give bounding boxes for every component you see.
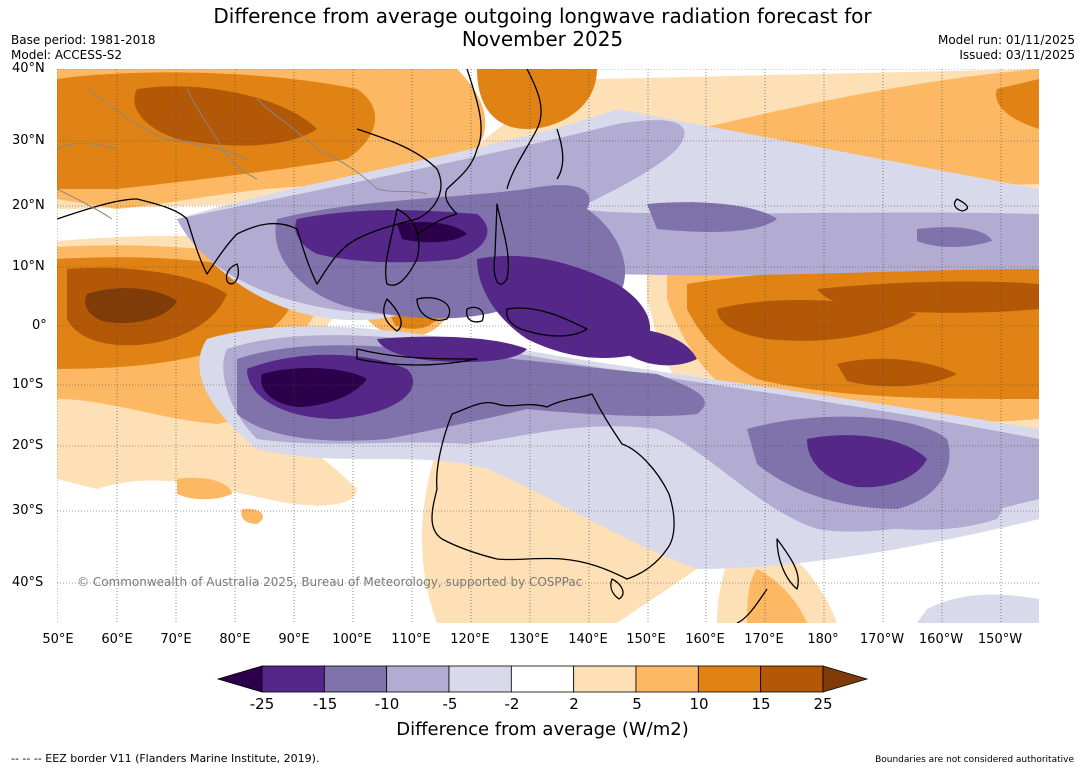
model-text: Model: ACCESS-S2 <box>11 48 123 62</box>
colorbar-tick-label: -5 <box>442 695 458 713</box>
lon-label-160w: 160°W <box>918 632 964 647</box>
lon-label-60e: 60°E <box>101 632 133 647</box>
lon-label-170w: 170°W <box>859 632 905 647</box>
colorbar-segment <box>510 665 575 693</box>
colorbar-tick-label: 2 <box>569 695 579 713</box>
lon-label-130e: 130°E <box>509 632 549 647</box>
colorbar-segment <box>635 665 699 693</box>
colorbar-tick-label: 5 <box>632 695 642 713</box>
lat-label-10s: 10°S <box>12 377 44 392</box>
colorbar-tick-label: 25 <box>813 695 833 713</box>
chart-title-line1: Difference from average outgoing longwav… <box>213 4 872 28</box>
colorbar-extend-min <box>216 665 263 693</box>
meta-left: Base period: 1981-2018 Model: ACCESS-S2 <box>11 33 156 63</box>
model-run-text: Model run: 01/11/2025 <box>937 33 1075 47</box>
lat-label-0: 0° <box>32 318 47 333</box>
lon-label-70e: 70°E <box>160 632 192 647</box>
colorbar-tick-label: -2 <box>504 695 520 713</box>
colorbar-tick-label: -15 <box>312 695 338 713</box>
colorbar-tick-label: -10 <box>374 695 400 713</box>
lon-label-90e: 90°E <box>278 632 310 647</box>
issued-text: Issued: 03/11/2025 <box>959 48 1075 62</box>
copyright-watermark: © Commonwealth of Australia 2025, Bureau… <box>77 575 583 589</box>
meta-right: Model run: 01/11/2025 Issued: 03/11/2025 <box>938 33 1075 63</box>
lon-label-160e: 160°E <box>685 632 725 647</box>
lon-label-80e: 80°E <box>219 632 251 647</box>
colorbar-segment <box>386 665 450 693</box>
colorbar-segment <box>760 665 824 693</box>
eez-legend: -- -- -- EEZ border V11 (Flanders Marine… <box>11 752 320 765</box>
lon-label-110e: 110°E <box>391 632 431 647</box>
lon-label-170e: 170°E <box>744 632 784 647</box>
chart-title-line2: November 2025 <box>461 27 624 51</box>
colorbar-segment <box>697 665 762 693</box>
colorbar-segment <box>573 665 637 693</box>
lon-label-150e: 150°E <box>626 632 666 647</box>
colorbar-segment <box>448 665 512 693</box>
lat-label-40s: 40°S <box>12 575 44 590</box>
lon-label-120e: 120°E <box>450 632 490 647</box>
colorbar-tick-label: -25 <box>249 695 275 713</box>
lon-label-50e: 50°E <box>42 632 74 647</box>
map-canvas <box>57 69 1039 623</box>
lat-label-30n: 30°N <box>12 133 45 148</box>
colorbar-tick-label: 10 <box>689 695 709 713</box>
lon-label-100e: 100°E <box>332 632 372 647</box>
lat-label-20n: 20°N <box>12 198 45 213</box>
colorbar-tick-label: 15 <box>751 695 771 713</box>
colorbar-extend-max <box>822 665 869 693</box>
base-period-text: Base period: 1981-2018 <box>11 33 156 47</box>
lat-label-20s: 20°S <box>12 438 44 453</box>
colorbar-segment <box>323 665 388 693</box>
colorbar-segment <box>261 665 325 693</box>
lon-label-180: 180° <box>807 632 839 647</box>
lon-label-150w: 150°W <box>977 632 1023 647</box>
forecast-map[interactable] <box>57 69 1039 623</box>
colorbar-title: Difference from average (W/m2) <box>396 719 689 740</box>
lat-label-10n: 10°N <box>12 259 45 274</box>
boundaries-disclaimer: Boundaries are not considered authoritat… <box>875 755 1074 765</box>
lon-label-140e: 140°E <box>568 632 608 647</box>
lat-label-30s: 30°S <box>12 503 44 518</box>
lat-label-40n: 40°N <box>12 61 45 76</box>
